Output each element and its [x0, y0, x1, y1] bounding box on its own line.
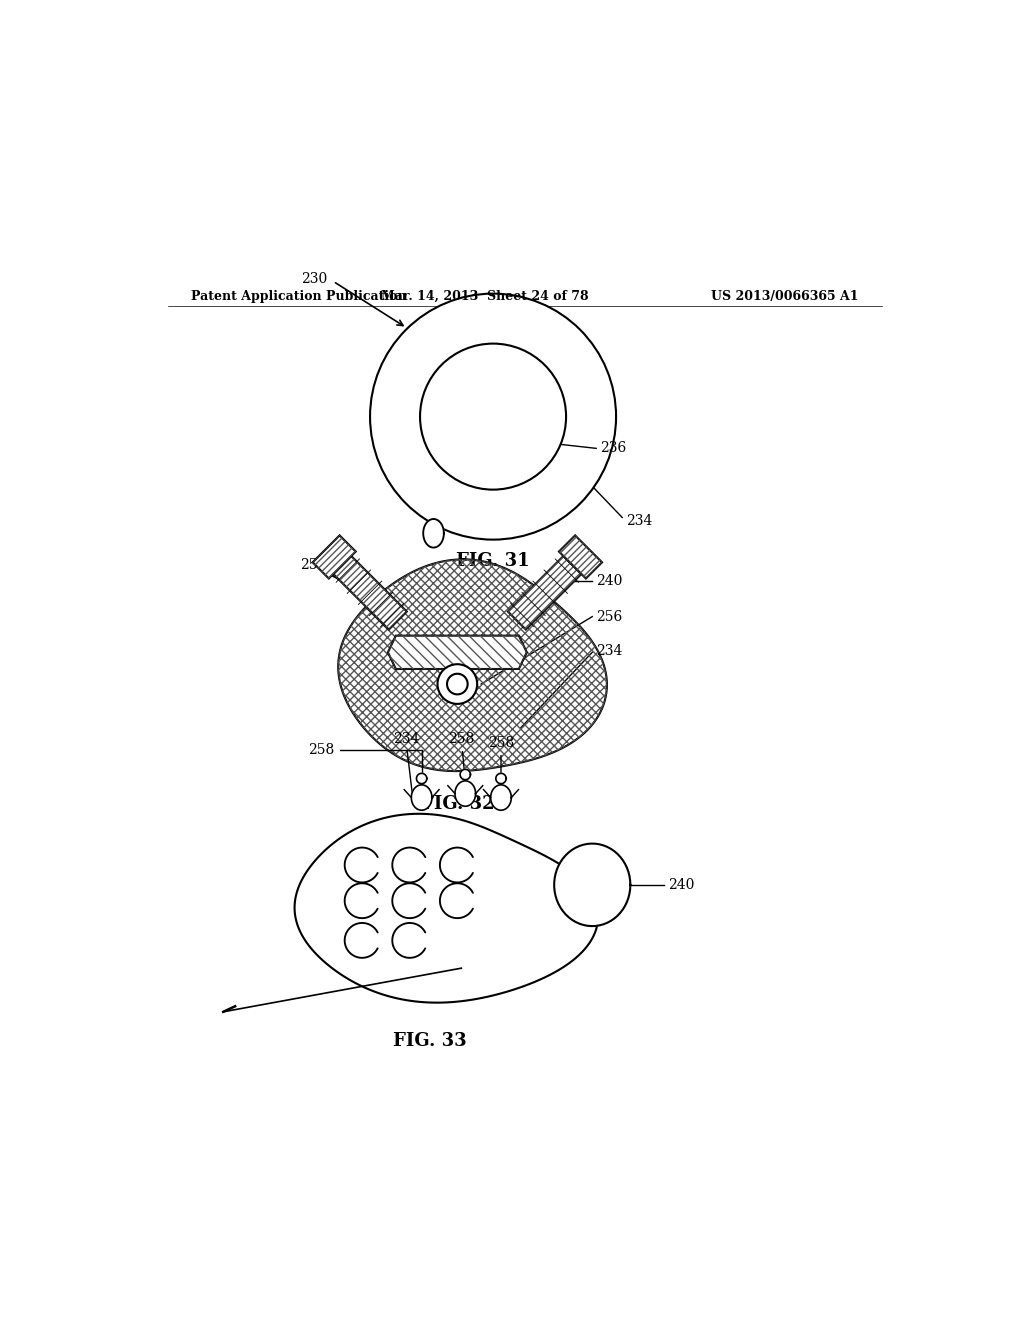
Circle shape	[420, 343, 566, 490]
Text: Patent Application Publication: Patent Application Publication	[191, 289, 407, 302]
Text: 250: 250	[300, 558, 394, 610]
Text: 258: 258	[487, 737, 514, 779]
Polygon shape	[496, 774, 506, 784]
Circle shape	[370, 293, 616, 540]
Polygon shape	[417, 774, 427, 784]
Polygon shape	[338, 560, 607, 771]
Polygon shape	[559, 536, 602, 578]
Text: 236: 236	[600, 441, 627, 455]
Text: 258: 258	[449, 733, 474, 779]
Text: FIG. 31: FIG. 31	[457, 552, 529, 570]
Polygon shape	[508, 556, 582, 630]
Polygon shape	[490, 785, 511, 810]
Polygon shape	[295, 813, 598, 1003]
Circle shape	[437, 664, 477, 704]
Text: FIG. 32: FIG. 32	[421, 795, 495, 813]
Polygon shape	[460, 770, 470, 780]
Text: Mar. 14, 2013  Sheet 24 of 78: Mar. 14, 2013 Sheet 24 of 78	[381, 289, 589, 302]
Text: 258: 258	[308, 743, 422, 779]
Polygon shape	[554, 843, 631, 927]
Text: 256: 256	[596, 610, 623, 623]
Circle shape	[447, 673, 468, 694]
Polygon shape	[333, 556, 407, 630]
Polygon shape	[312, 536, 355, 578]
Text: 234: 234	[626, 515, 652, 528]
Polygon shape	[412, 785, 432, 810]
Text: 234: 234	[392, 733, 419, 803]
Polygon shape	[388, 636, 526, 669]
Polygon shape	[423, 519, 443, 548]
Text: 230: 230	[301, 272, 327, 286]
Text: 240: 240	[596, 574, 623, 587]
Text: FIG. 33: FIG. 33	[393, 1032, 466, 1051]
Polygon shape	[455, 781, 475, 807]
Text: 234: 234	[596, 644, 623, 657]
Text: US 2013/0066365 A1: US 2013/0066365 A1	[711, 289, 858, 302]
Text: 240: 240	[668, 878, 694, 892]
